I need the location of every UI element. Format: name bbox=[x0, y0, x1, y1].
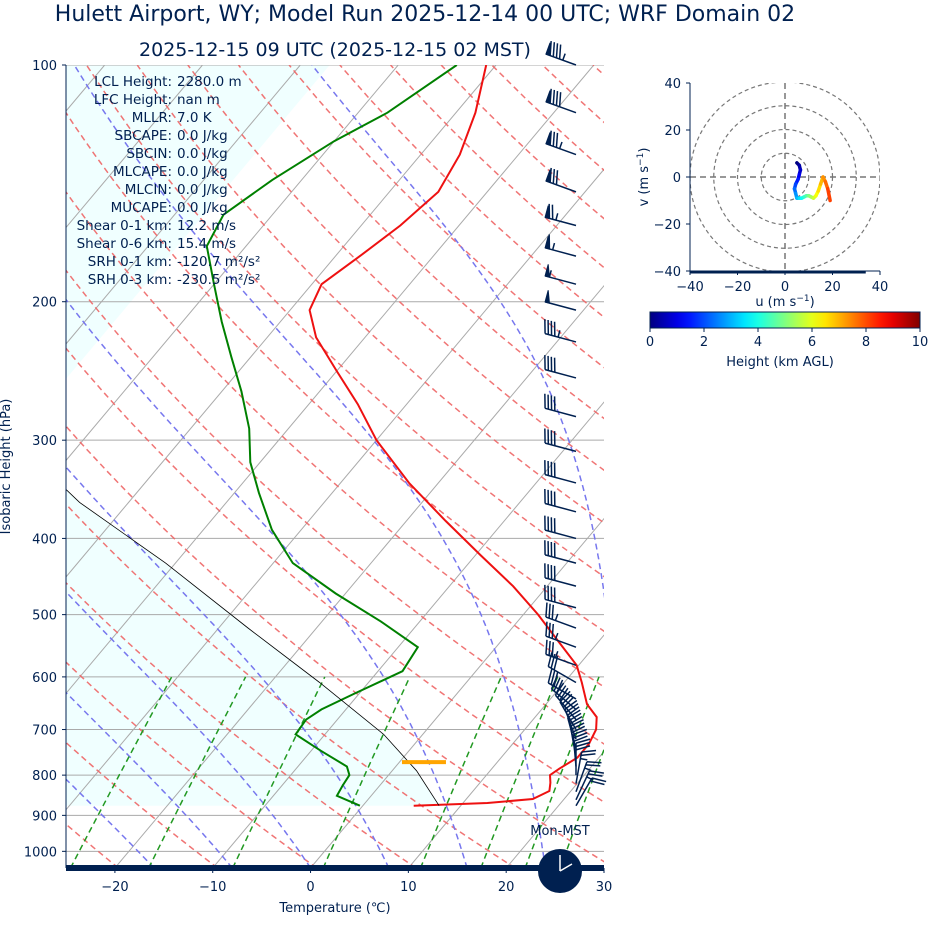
y-tick-label: 700 bbox=[32, 724, 57, 739]
wind-barb bbox=[546, 89, 576, 113]
index-value: 0.0 J/kg bbox=[177, 146, 228, 162]
y-tick-label: 200 bbox=[32, 296, 57, 311]
wind-barb bbox=[545, 394, 576, 417]
x-tick-label: −20 bbox=[101, 880, 128, 895]
isotherm-line bbox=[311, 65, 928, 868]
wind-barb bbox=[545, 516, 576, 539]
hodo-x-tick-label: −20 bbox=[724, 280, 751, 295]
hodo-y-label: v (m s−1) bbox=[636, 148, 652, 207]
index-value: 7.0 K bbox=[177, 110, 213, 126]
index-value: 12.2 m/s bbox=[177, 218, 236, 234]
y-tick-label: 1000 bbox=[24, 845, 57, 860]
hodo-y-tick-label: 0 bbox=[673, 171, 681, 186]
index-value: 0.0 J/kg bbox=[177, 182, 228, 198]
wind-barb bbox=[545, 234, 576, 256]
clock-icon bbox=[538, 849, 582, 893]
wind-barb bbox=[545, 460, 576, 483]
y-tick-label: 800 bbox=[32, 769, 57, 784]
wind-barb bbox=[545, 355, 576, 378]
hodograph-area bbox=[690, 82, 880, 272]
index-value: 0.0 J/kg bbox=[177, 128, 228, 144]
wind-barb bbox=[545, 540, 576, 563]
index-value: 2280.0 m bbox=[177, 74, 242, 90]
index-label: MLCIN: bbox=[125, 182, 172, 198]
colorbar-tick-label: 2 bbox=[700, 335, 708, 350]
hodo-y-tick-label: −20 bbox=[654, 218, 681, 233]
isotherm-line bbox=[506, 65, 928, 868]
wind-barb bbox=[546, 41, 576, 65]
index-value: -230.5 m²/s² bbox=[177, 272, 260, 288]
figure-subtitle: 2025-12-15 09 UTC (2025-12-15 02 MST) bbox=[139, 39, 531, 61]
index-label: LFC Height: bbox=[94, 92, 172, 108]
index-label: Shear 0-6 km: bbox=[77, 236, 172, 252]
index-label: SRH 0-3 km: bbox=[88, 272, 172, 288]
y-tick-label: 500 bbox=[32, 609, 57, 624]
wind-barb bbox=[545, 489, 576, 512]
wind-barb bbox=[576, 762, 601, 792]
x-tick-label: −10 bbox=[199, 880, 226, 895]
dry-adiabat-line bbox=[340, 65, 928, 868]
hodo-x-tick-label: 0 bbox=[781, 280, 789, 295]
colorbar-tick-label: 8 bbox=[862, 335, 870, 350]
index-value: 15.4 m/s bbox=[177, 236, 236, 252]
dry-adiabat-line bbox=[644, 65, 928, 868]
isotherm-line bbox=[408, 65, 928, 868]
height-colorbar: 0 2 4 6 8 10 Height (km AGL) bbox=[646, 312, 928, 370]
dry-adiabat-line bbox=[543, 65, 928, 868]
index-value: -120.7 m²/s² bbox=[177, 254, 260, 270]
x-tick-label: 20 bbox=[498, 880, 515, 895]
index-value: nan m bbox=[177, 92, 220, 108]
x-tick-label: 10 bbox=[400, 880, 417, 895]
figure-title: Hulett Airport, WY; Model Run 2025-12-14… bbox=[55, 2, 795, 27]
x-tick-label: 30 bbox=[596, 880, 613, 895]
colorbar-bar bbox=[650, 312, 920, 328]
wind-barb bbox=[546, 131, 576, 155]
wind-barb bbox=[545, 290, 576, 310]
index-label: SRH 0-1 km: bbox=[88, 254, 172, 270]
hodo-x-tick-label: −40 bbox=[676, 280, 703, 295]
hodo-y-tick-label: 40 bbox=[664, 77, 681, 92]
hodo-y-tick-label: 20 bbox=[664, 124, 681, 139]
index-value: 0.0 J/kg bbox=[177, 164, 228, 180]
x-tick-label: 0 bbox=[306, 880, 314, 895]
index-label: Shear 0-1 km: bbox=[77, 218, 172, 234]
clock-label: Mon-MST bbox=[530, 824, 590, 839]
colorbar-label: Height (km AGL) bbox=[726, 355, 834, 370]
y-tick-label: 400 bbox=[32, 532, 57, 547]
colorbar-tick-label: 6 bbox=[808, 335, 816, 350]
index-label: LCL Height: bbox=[94, 74, 172, 90]
y-tick-label: 100 bbox=[32, 59, 57, 74]
mixing-ratio-line bbox=[481, 677, 558, 868]
index-value: 0.0 J/kg bbox=[177, 200, 228, 216]
index-label: SBCAPE: bbox=[115, 128, 172, 144]
hodo-x-tick-label: 20 bbox=[824, 280, 841, 295]
hodograph-segment bbox=[828, 189, 830, 201]
y-tick-label: 600 bbox=[32, 671, 57, 686]
isotherm-line bbox=[213, 65, 888, 868]
hodo-x-tick-label: 40 bbox=[872, 280, 889, 295]
index-label: SBCIN: bbox=[126, 146, 172, 162]
index-label: MLCAPE: bbox=[113, 164, 172, 180]
wind-barb bbox=[545, 319, 576, 342]
index-label: MUCAPE: bbox=[111, 200, 172, 216]
hodo-y-tick-label: −40 bbox=[654, 265, 681, 280]
hodo-x-label: u (m s−1) bbox=[755, 294, 814, 310]
colorbar-tick-label: 0 bbox=[646, 335, 654, 350]
y-tick-label: 300 bbox=[32, 434, 57, 449]
index-label: MLLR: bbox=[132, 110, 172, 126]
colorbar-tick-label: 4 bbox=[754, 335, 762, 350]
x-axis-label: Temperature (℃) bbox=[278, 901, 390, 916]
dry-adiabat-line bbox=[441, 65, 928, 868]
wind-barb bbox=[546, 168, 576, 192]
isotherm-line bbox=[702, 65, 928, 868]
y-axis-label: Isobaric Height (hPa) bbox=[0, 399, 14, 535]
hodograph-plot: −40 −20 0 20 40 −40 −20 0 20 40 u (m s−1) v (m s−1) bbox=[636, 77, 888, 310]
y-tick-label: 900 bbox=[32, 809, 57, 824]
colorbar-tick-label: 10 bbox=[912, 335, 928, 350]
